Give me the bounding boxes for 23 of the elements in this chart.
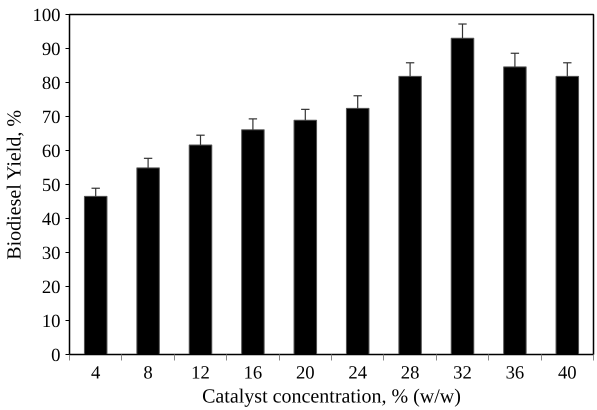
y-tick-label: 0 [51,345,60,366]
y-tick-label: 60 [42,141,60,162]
x-axis-title: Catalyst concentration, % (w/w) [202,386,461,408]
y-tick-label: 20 [42,277,60,298]
y-tick-label: 100 [32,5,60,26]
x-tick-label: 24 [348,362,368,384]
x-tick-label: 20 [296,362,315,384]
x-tick-label: 36 [506,362,524,384]
y-tick-label: 80 [42,73,60,94]
x-tick-label: 40 [558,362,577,384]
x-tick-label: 4 [91,362,102,384]
y-tick-label: 30 [42,243,60,264]
x-tick-label: 12 [191,362,210,384]
x-tick-label: 8 [143,362,153,384]
y-tick-label: 40 [42,209,60,230]
y-tick-label: 50 [42,175,60,196]
y-axis-title: Biodiesel Yield, % [4,110,26,260]
y-tick-label: 10 [42,311,60,332]
x-tick-label: 28 [400,362,420,384]
x-tick-label: 16 [244,362,262,384]
y-tick-label: 70 [42,107,60,128]
y-tick-label: 90 [42,39,60,60]
x-tick-label: 32 [453,362,472,384]
